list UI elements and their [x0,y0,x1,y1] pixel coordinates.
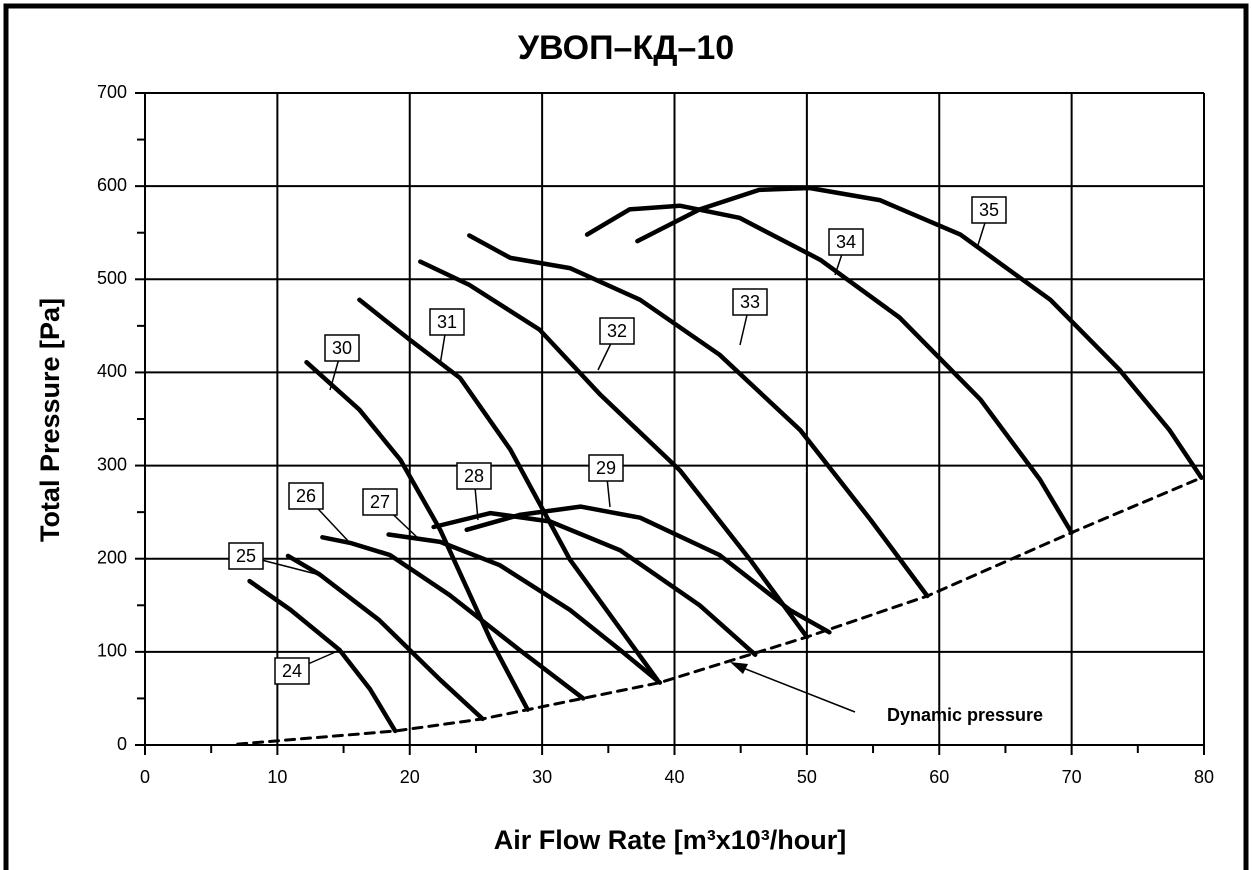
series-label: 35 [979,200,999,220]
fan-curve [418,259,810,640]
y-tick-label: 0 [117,734,127,754]
fan-curve [285,553,485,722]
label-box [971,196,1007,224]
series-label: 32 [607,321,627,341]
y-tick-label: 100 [97,641,127,661]
fan-curve [467,233,930,599]
label-box [429,308,465,336]
series-label: 34 [836,232,856,252]
label-box [288,482,324,510]
series-label: 31 [437,312,457,332]
fan-curve [431,510,758,657]
x-tick-label: 40 [664,767,684,787]
series-label: 30 [332,338,352,358]
fan-curve [584,203,1074,535]
label-box [732,288,768,316]
frame [3,3,1249,870]
fan-curve [304,359,530,712]
fan-curve [386,532,663,685]
x-tick-label: 10 [267,767,287,787]
x-tick-label: 50 [797,767,817,787]
fan-curve [357,297,660,683]
y-tick-label: 200 [97,547,127,567]
x-tick-label: 30 [532,767,552,787]
label-box [362,488,398,516]
chart-title: УВОП–КД–10 [518,29,734,67]
fan-curve [320,535,586,701]
series-label: 33 [740,292,760,312]
series-label: 28 [464,466,484,486]
y-axis-label: Total Pressure [Pa] [35,298,65,542]
y-tick-label: 300 [97,454,127,474]
x-tick-label: 80 [1194,767,1214,787]
annotation: Dynamic pressure [887,705,1043,725]
label-box [456,462,492,490]
series-label: 24 [282,661,302,681]
series-label: 27 [370,492,390,512]
label-box [324,334,360,362]
x-axis-label: Air Flow Rate [m³x10³/hour] [494,825,847,855]
arrow-head [730,662,748,674]
y-tick-label: 700 [97,82,127,102]
x-tick-label: 60 [929,767,949,787]
x-tick-label: 70 [1062,767,1082,787]
annotation-arrow [737,665,856,713]
series-label: 26 [296,486,316,506]
label-box [228,542,264,570]
label-box [588,454,624,482]
y-tick-label: 600 [97,175,127,195]
dynamic-pressure-line [236,476,1203,746]
x-tick-label: 0 [140,767,150,787]
fan-curve [635,185,1204,480]
label-box [828,228,864,256]
series-label: 25 [236,546,256,566]
label-box [274,657,310,685]
y-tick-label: 500 [97,268,127,288]
x-tick-label: 20 [400,767,420,787]
y-tick-label: 400 [97,361,127,381]
series-label: 29 [596,458,616,478]
label-box [599,317,635,345]
